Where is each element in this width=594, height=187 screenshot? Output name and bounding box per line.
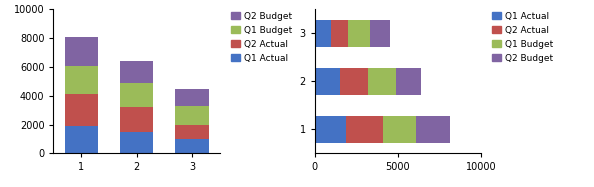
Bar [65, 94, 98, 126]
Bar [175, 106, 208, 125]
Bar [346, 116, 383, 142]
Bar [315, 68, 340, 95]
Bar [65, 126, 98, 153]
Bar [120, 83, 153, 107]
Bar [175, 88, 208, 106]
Bar [348, 20, 369, 47]
Bar [416, 116, 450, 142]
Bar [315, 20, 331, 47]
Bar [175, 125, 208, 139]
Legend: Q1 Actual, Q2 Actual, Q1 Budget, Q2 Budget: Q1 Actual, Q2 Actual, Q1 Budget, Q2 Budg… [489, 8, 557, 66]
Bar [120, 132, 153, 153]
Bar [175, 139, 208, 153]
Bar [383, 116, 416, 142]
Bar [331, 20, 348, 47]
Bar [65, 37, 98, 65]
Bar [120, 107, 153, 132]
Bar [120, 61, 153, 83]
Legend: Q2 Budget, Q1 Budget, Q2 Actual, Q1 Actual: Q2 Budget, Q1 Budget, Q2 Actual, Q1 Actu… [228, 8, 295, 66]
Bar [396, 68, 421, 95]
Bar [340, 68, 368, 95]
Bar [368, 68, 396, 95]
Bar [65, 65, 98, 94]
Bar [369, 20, 390, 47]
Bar [315, 116, 346, 142]
